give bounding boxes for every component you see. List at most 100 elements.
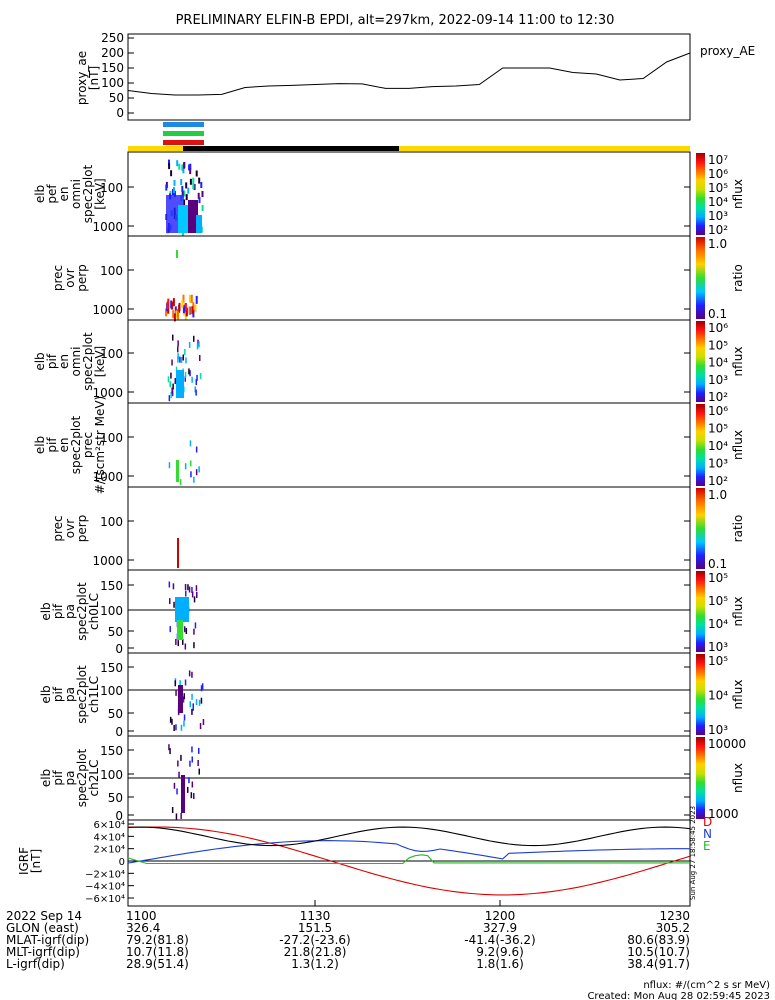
xaxis-value: 326.4 xyxy=(126,921,160,935)
pixel xyxy=(182,638,184,645)
pixel xyxy=(198,466,200,473)
pixel xyxy=(188,164,191,171)
ylabel: spec2plot xyxy=(69,415,83,474)
pixel xyxy=(198,341,200,348)
ylabel: IGRF xyxy=(17,847,31,875)
ylabel: elb xyxy=(33,352,47,370)
pixel xyxy=(195,446,198,453)
pixel xyxy=(174,680,176,687)
ytick-label: 100 xyxy=(100,431,123,445)
pixel xyxy=(177,356,179,363)
pixel xyxy=(180,357,183,363)
pixel xyxy=(198,197,201,204)
colorbar-label: nflux xyxy=(731,179,745,209)
pixel xyxy=(199,723,202,730)
pixel xyxy=(191,746,193,753)
legend-n: N xyxy=(703,827,712,841)
pixel xyxy=(189,760,191,767)
pixel xyxy=(193,476,195,483)
pixel xyxy=(188,200,198,233)
pixel xyxy=(183,720,185,727)
footer-created: Created: Mon Aug 28 02:59:45 2023 xyxy=(587,991,770,1000)
ylabel: pif xyxy=(45,437,59,453)
pixel xyxy=(192,309,195,318)
pixel xyxy=(188,586,191,593)
pixel xyxy=(189,178,192,185)
pixel xyxy=(188,670,191,677)
xaxis-value: -27.2(-23.6) xyxy=(279,933,350,947)
colorbar xyxy=(696,153,705,235)
pixel xyxy=(169,381,171,388)
pixel xyxy=(170,372,172,379)
pixel xyxy=(189,701,191,708)
pixel xyxy=(175,689,177,696)
igrf-e-line xyxy=(127,854,690,865)
ylabel: elb xyxy=(39,685,53,703)
pixel xyxy=(177,538,179,568)
colorbar-tick: 10⁴ xyxy=(708,689,728,703)
pixel xyxy=(178,205,188,233)
pixel xyxy=(201,191,204,197)
colorbar-tick: 10³ xyxy=(708,373,728,387)
status-bar xyxy=(163,122,204,127)
pixel xyxy=(183,693,185,700)
pixel xyxy=(174,378,176,384)
xaxis-value: 1200 xyxy=(485,909,516,923)
pixel xyxy=(176,160,179,167)
pixel xyxy=(197,192,200,199)
pixel xyxy=(171,718,173,725)
ytick-label: −4×10⁴ xyxy=(85,882,125,893)
pixel xyxy=(195,699,198,706)
pixel xyxy=(178,304,181,313)
pixel xyxy=(199,373,202,379)
colorbar-tick: 10⁵ xyxy=(708,571,728,585)
xaxis-row-label: MLAT-igrf(dip) xyxy=(6,933,89,947)
pixel xyxy=(168,159,170,166)
ylabel: pif xyxy=(45,353,59,369)
colorbar-tick: 10² xyxy=(708,474,728,488)
ylabel: [nT] xyxy=(87,66,101,90)
colorbar xyxy=(696,654,705,735)
ylabel: spec2plot xyxy=(75,665,89,724)
xaxis-row-label: L-igrf(dip) xyxy=(6,957,65,971)
xaxis-value: 38.4(91.7) xyxy=(627,957,690,971)
ylabel: ovr xyxy=(63,519,77,538)
pixel xyxy=(173,601,175,608)
pixel xyxy=(174,306,177,315)
panel-frame xyxy=(127,151,691,237)
pixel xyxy=(169,748,171,755)
pixel xyxy=(173,313,176,322)
pixel xyxy=(195,379,197,386)
igrf-n-line xyxy=(127,840,690,864)
ytick-label: 250 xyxy=(101,31,124,45)
pixel xyxy=(168,581,171,588)
ylabel: pa xyxy=(63,604,77,619)
ylabel: [nT] xyxy=(29,849,43,873)
side-timestamp: Sun Aug 27 18:58:45 2023 xyxy=(689,806,697,900)
pixel xyxy=(178,163,181,170)
colorbar-tick: 10³ xyxy=(708,640,728,654)
colorbar-label: nflux xyxy=(731,763,745,793)
pixel xyxy=(171,301,174,310)
xaxis-value: 80.6(83.9) xyxy=(627,933,690,947)
ylabel: elb xyxy=(39,602,53,620)
pixel xyxy=(188,777,190,784)
pixel xyxy=(192,177,195,184)
colorbar xyxy=(696,571,705,652)
pixel xyxy=(195,170,198,177)
pixel xyxy=(177,346,179,353)
panel-frame xyxy=(127,235,691,321)
pixel xyxy=(195,469,198,476)
pixel xyxy=(178,771,180,778)
pixel xyxy=(173,179,176,186)
pixel xyxy=(190,792,193,799)
pixel xyxy=(174,190,176,197)
pixel xyxy=(194,386,196,393)
pixel xyxy=(185,590,187,597)
xaxis-value: 21.8(21.8) xyxy=(284,945,347,959)
colorbar-tick: 10² xyxy=(708,223,728,237)
pixel xyxy=(194,622,197,629)
pixel xyxy=(180,724,183,731)
xaxis-value: 9.2(9.6) xyxy=(476,945,524,959)
